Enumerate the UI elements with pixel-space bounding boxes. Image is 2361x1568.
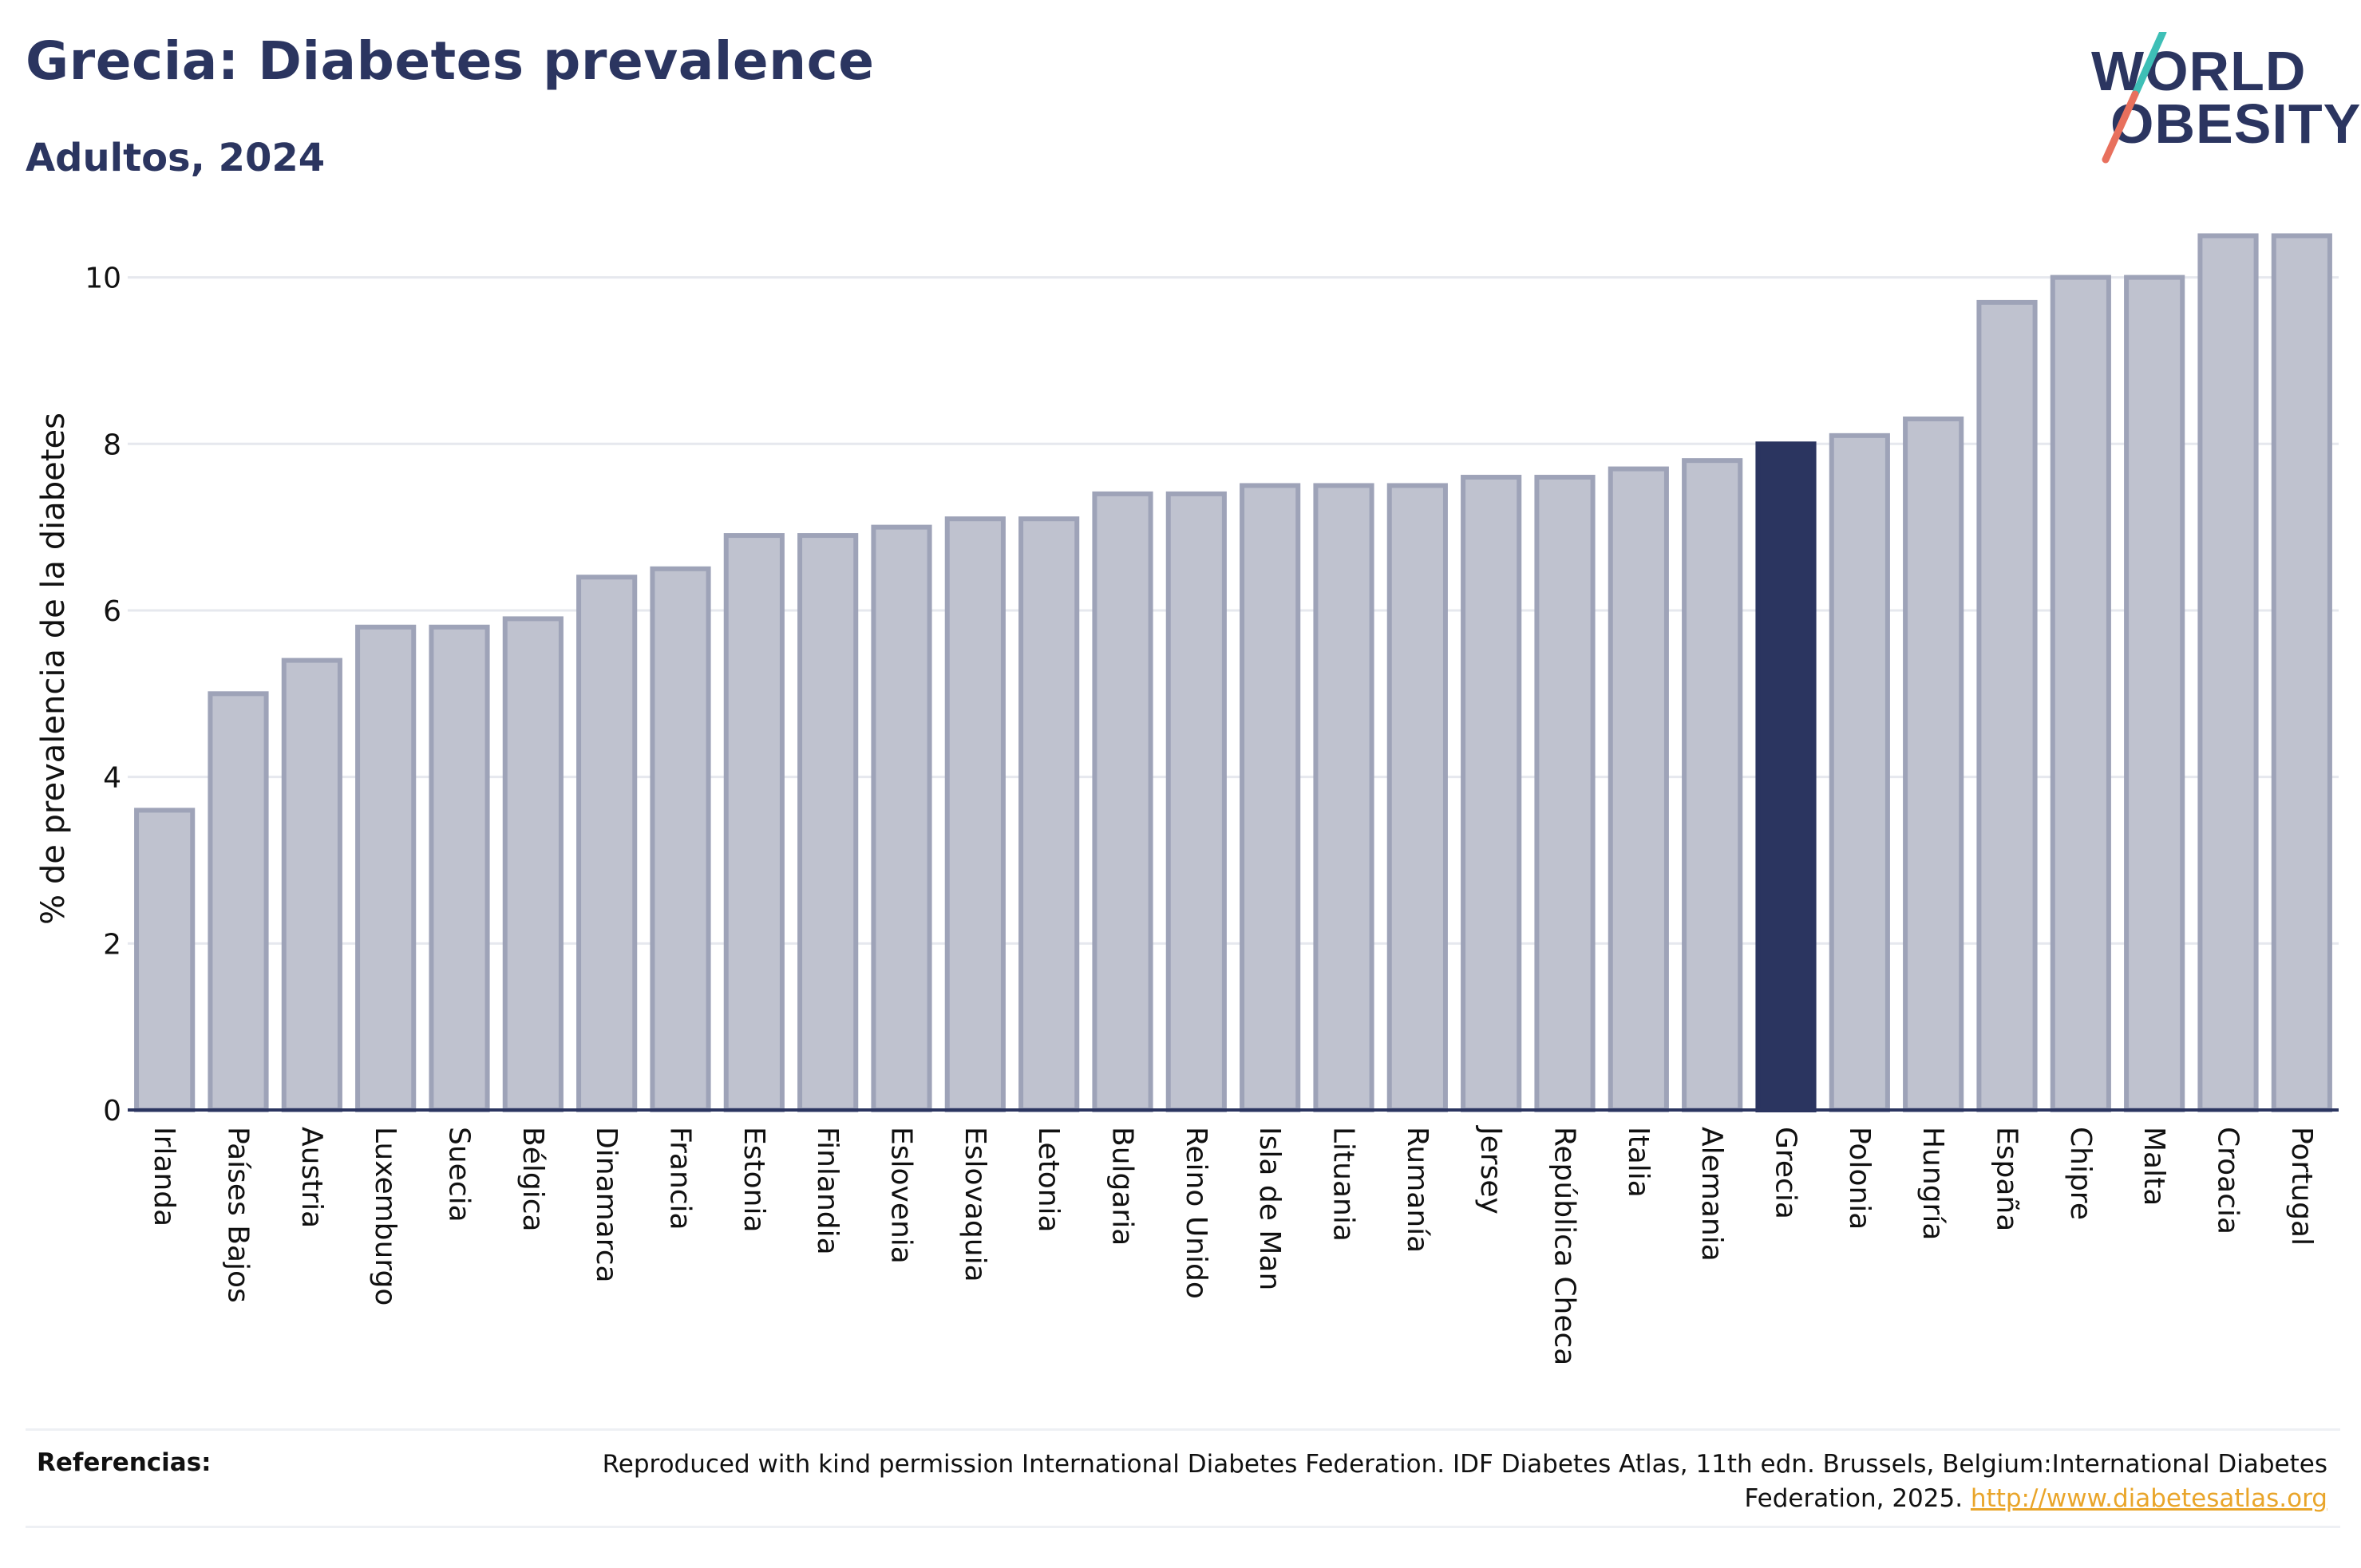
bar	[650, 566, 711, 1112]
x-tick-label: Finlandia	[811, 1127, 844, 1255]
x-tick-label: Rumanía	[1401, 1127, 1434, 1253]
references-top-divider	[26, 1428, 2340, 1431]
y-tick-label: 6	[103, 595, 121, 628]
bar	[797, 533, 859, 1112]
x-tick-label: Irlanda	[148, 1127, 180, 1226]
chart-subtitle: Adultos, 2024	[26, 136, 326, 180]
bar	[1829, 432, 1890, 1112]
bar	[944, 516, 1006, 1112]
references-link[interactable]: http://www.diabetesatlas.org	[1970, 1484, 2327, 1513]
bar	[1092, 491, 1153, 1112]
x-tick-label: Francia	[664, 1127, 697, 1230]
x-tick-label: Letonia	[1032, 1127, 1065, 1233]
x-tick-label: Países Bajos	[222, 1127, 255, 1303]
x-tick-label: Estonia	[738, 1127, 770, 1233]
x-tick-label: Hungría	[1916, 1127, 1949, 1240]
bar	[1534, 475, 1596, 1112]
bar-chart: 0 2 4 6 8 10 Irlanda Países Bajos Austria Luxembu…	[35, 233, 2339, 1365]
x-tick-label: Eslovenia	[885, 1127, 918, 1264]
bar	[208, 691, 269, 1112]
x-tick-label: Luxemburgo	[369, 1127, 401, 1305]
bar	[1461, 475, 1522, 1112]
bar	[1608, 466, 1669, 1112]
bar	[576, 575, 638, 1112]
bar-highlighted	[1755, 441, 1817, 1112]
y-tick-label: 2	[103, 928, 121, 961]
bar	[1313, 483, 1374, 1112]
bar	[1240, 483, 1301, 1112]
bar	[502, 616, 564, 1112]
x-tick-label: Bélgica	[516, 1127, 549, 1232]
x-tick-label: Eslovaquia	[959, 1127, 991, 1282]
y-tick-label: 0	[103, 1095, 121, 1128]
world-obesity-logo: WORLD OBESITY	[2075, 32, 2360, 168]
x-tick-label: Chipre	[2064, 1127, 2097, 1220]
bar	[1976, 299, 2038, 1113]
x-tick-label: Suecia	[443, 1127, 476, 1222]
references-label: Referencias:	[37, 1448, 212, 1477]
references-text: Reproduced with kind permission Internat…	[571, 1448, 2327, 1516]
y-axis-label: % de prevalencia de la diabetes	[35, 413, 72, 925]
bar	[1018, 516, 1080, 1112]
x-tick-label: Portugal	[2285, 1127, 2318, 1246]
x-tick-label: Lituania	[1327, 1127, 1360, 1242]
bar	[2124, 274, 2185, 1112]
x-tick-label: Grecia	[1770, 1127, 1802, 1219]
bar	[1682, 458, 1743, 1112]
bar	[1903, 416, 1964, 1112]
x-tick-label: Croacia	[2212, 1127, 2244, 1234]
x-tick-label: Polonia	[1843, 1127, 1876, 1230]
references-bottom-divider	[26, 1526, 2340, 1528]
references-citation: Reproduced with kind permission Internat…	[602, 1450, 2327, 1513]
logo-slash-icon	[2102, 32, 2167, 164]
logo-line-2: OBESITY	[2110, 93, 2361, 155]
bar	[2197, 233, 2259, 1112]
x-tick-label: Dinamarca	[590, 1127, 623, 1283]
bar	[723, 533, 785, 1112]
bar	[2271, 233, 2332, 1112]
logo-line-1: WORLD	[2091, 40, 2307, 102]
x-tick-label: Alemania	[1695, 1127, 1728, 1262]
y-tick-label: 4	[103, 762, 121, 795]
bar	[134, 808, 196, 1113]
x-tick-label: Isla de Man	[1253, 1127, 1286, 1290]
x-tick-label: Bulgaria	[1106, 1127, 1139, 1246]
x-tick-label: Jersey	[1474, 1125, 1507, 1215]
x-tick-label: Malta	[2138, 1127, 2170, 1206]
x-tick-label: República Checa	[1548, 1127, 1581, 1365]
bar	[429, 624, 490, 1112]
x-tick-label: España	[1991, 1127, 2023, 1231]
bar	[2050, 274, 2111, 1112]
x-tick-label: Reino Unido	[1180, 1127, 1212, 1299]
x-tick-label: Austria	[295, 1127, 328, 1228]
chart-title: Grecia: Diabetes prevalence	[26, 30, 875, 92]
y-tick-label: 10	[85, 263, 121, 295]
bar	[871, 524, 932, 1112]
bar	[1386, 483, 1448, 1112]
bar	[281, 658, 342, 1112]
bar	[1165, 491, 1227, 1112]
y-tick-label: 8	[103, 429, 121, 461]
bar	[355, 624, 417, 1112]
x-tick-label: Italia	[1622, 1127, 1655, 1198]
